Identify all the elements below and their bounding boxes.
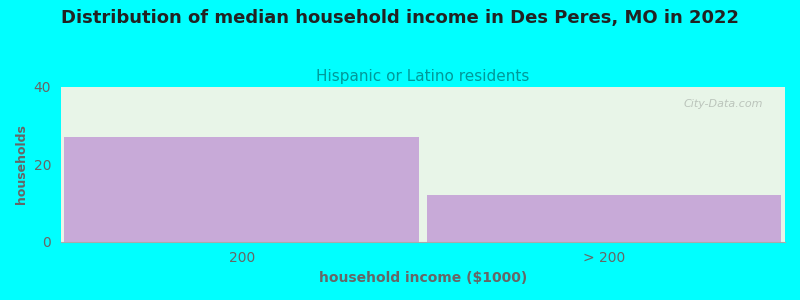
Text: City-Data.com: City-Data.com [684, 99, 763, 109]
Text: Distribution of median household income in Des Peres, MO in 2022: Distribution of median household income … [61, 9, 739, 27]
Title: Hispanic or Latino residents: Hispanic or Latino residents [316, 69, 530, 84]
Y-axis label: households: households [15, 124, 28, 204]
X-axis label: household income ($1000): household income ($1000) [318, 271, 527, 285]
Bar [426, 195, 782, 242]
Bar [64, 137, 419, 242]
